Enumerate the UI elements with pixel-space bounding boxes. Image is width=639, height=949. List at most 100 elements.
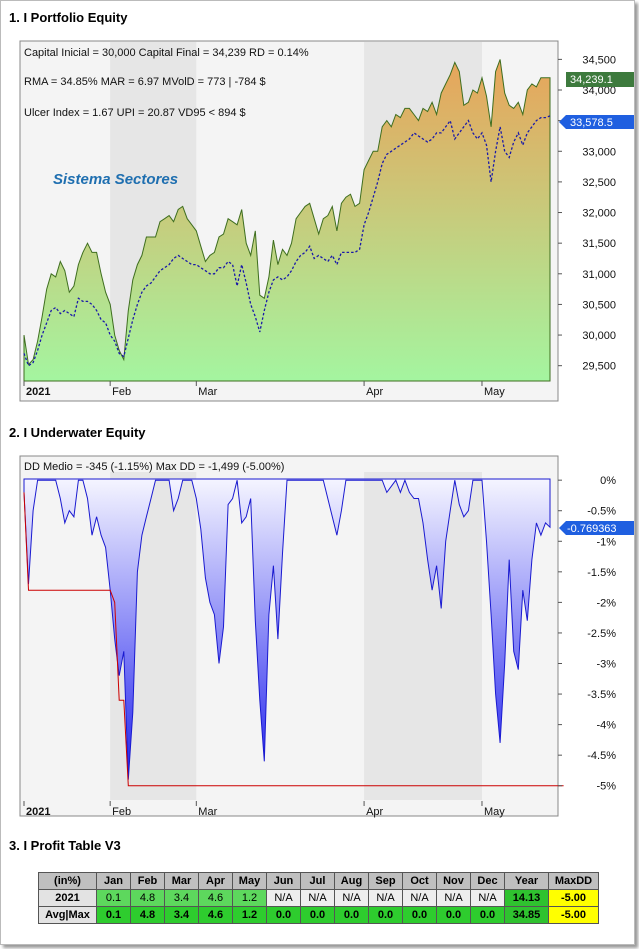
table-cell: 34.85 [504,906,549,924]
table-cell: 0.0 [470,906,505,924]
equity-area-series [23,59,551,382]
table-header-cell: MaxDD [548,872,599,890]
y-tick-label: 29,500 [582,361,616,373]
table-header-cell: Mar [164,872,199,890]
table-header-cell: Jul [300,872,335,890]
y-tick-label: -4% [596,720,616,732]
table-cell: 4.8 [130,906,165,924]
last-equity-label: 34,239.1 [570,74,613,86]
table-cell: 0.0 [334,906,369,924]
table-cell: 4.6 [198,889,233,907]
table-cell: -5.00 [548,889,599,907]
table-header-cell: Apr [198,872,233,890]
table-row: Avg|Max 0.1 4.8 3.4 4.6 1.2 0.0 0.0 0.0 0.0 0.0 0.0… [38,906,599,924]
table-header-cell: Nov [436,872,471,890]
y-tick-label: -3.5% [587,689,616,701]
equity-ma-series [23,115,551,367]
last-ma-label: 33,578.5 [570,117,613,129]
table-cell: 0.0 [436,906,471,924]
equity-chart: 29,500 30,000 30,500 31,000 31,500 32,000 32,5… [19,40,634,402]
table-cell: N/A [334,889,369,907]
y-tick-label: 32,000 [582,208,616,220]
equity-stats-line2: RMA = 34.85% MAR = 6.97 MVolD = 773 | -7… [24,76,266,88]
y-tick-label: -0.5% [587,506,616,518]
y-tick-label: -1% [596,536,616,548]
table-cell: 1.2 [232,906,267,924]
table-header-cell: Sep [368,872,403,890]
last-dd-marker: -0.769363 [559,521,634,535]
y-tick-label: -2.5% [587,628,616,640]
equity-stats-line1: Capital Inicial = 30,000 Capital Final =… [24,47,309,59]
y-tick-label: 34,500 [582,54,616,66]
x-tick-label: Feb [112,806,131,818]
x-tick-label: May [484,806,505,818]
table-cell: 0.1 [96,889,131,907]
y-tick-label: 31,500 [582,238,616,250]
y-tick-label: -3% [596,659,616,671]
table-header-cell: Feb [130,872,165,890]
table-cell: N/A [368,889,403,907]
table-header-cell: Jan [96,872,131,890]
table-header-cell: Year [504,872,549,890]
y-tick-label: -4.5% [587,750,616,762]
y-tick-label: 31,000 [582,269,616,281]
y-tick-label: 34,000 [582,85,616,97]
table-header-row: (in%) Jan Feb Mar Apr May Jun Jul Aug Sep Oct Nov De… [38,872,599,890]
table-cell: Avg|Max [38,906,97,924]
table-cell: 1.2 [232,889,267,907]
table-header-cell: (in%) [38,872,97,890]
profit-table: (in%) Jan Feb Mar Apr May Jun Jul Aug Sep Oct Nov De… [38,872,599,924]
y-tick-label: -2% [596,597,616,609]
underwater-stats: DD Medio = -345 (-1.15%) Max DD = -1,499… [24,461,284,473]
table-cell: N/A [470,889,505,907]
table-row: 2021 0.1 4.8 3.4 4.6 1.2 N/A N/A N/A N/A N/A N/A N/A… [38,889,599,907]
y-tick-label: 30,500 [582,299,616,311]
table-cell: -5.00 [548,906,599,924]
table-header-cell: Dec [470,872,505,890]
table-cell: 0.0 [368,906,403,924]
underwater-area-series [23,478,551,780]
table-cell: 0.0 [266,906,301,924]
x-tick-label: May [484,386,505,398]
underwater-chart: 0% -0.5% -1% -1.5% -2% -2.5% -3% -3.5% -4% -4.5% -… [19,455,634,818]
table-cell: 0.0 [402,906,437,924]
last-dd-label: -0.769363 [567,523,617,535]
y-tick-label: 32,500 [582,177,616,189]
table-header-cell: Aug [334,872,369,890]
table-cell: 14.13 [504,889,549,907]
x-tick-label: Apr [366,386,383,398]
y-tick-label: 30,000 [582,330,616,342]
profit-section-title: 3. I Profit Table V3 [9,838,121,853]
equity-section-title: 1. I Portfolio Equity [9,10,128,25]
table-cell: 3.4 [164,906,199,924]
x-tick-label: Apr [366,806,383,818]
table-cell: N/A [402,889,437,907]
table-cell: 0.1 [96,906,131,924]
equity-stats-line3: Ulcer Index = 1.67 UPI = 20.87 VD95 < 89… [24,107,246,119]
underwater-section-title: 2. I Underwater Equity [9,425,146,440]
y-tick-label: 0% [600,475,616,487]
table-cell: N/A [266,889,301,907]
y-tick-label: -5% [596,781,616,793]
table-header-cell: Oct [402,872,437,890]
y-tick-label: -1.5% [587,567,616,579]
system-name-label: Sistema Sectores [53,171,178,188]
x-tick-label: Feb [112,386,131,398]
x-tick-label: 2021 [26,806,50,818]
table-header-cell: Jun [266,872,301,890]
max-drawdown-line [23,492,564,787]
x-tick-label: 2021 [26,386,50,398]
x-tick-label: Mar [198,386,217,398]
table-cell: 4.6 [198,906,233,924]
table-cell: N/A [300,889,335,907]
table-cell: 4.8 [130,889,165,907]
y-tick-label: 33,000 [582,146,616,158]
table-cell: 3.4 [164,889,199,907]
table-header-cell: May [232,872,267,890]
last-equity-marker: 34,239.1 [566,72,634,87]
x-tick-label: Mar [198,806,217,818]
last-ma-marker: 33,578.5 [559,115,634,129]
table-cell: 0.0 [300,906,335,924]
